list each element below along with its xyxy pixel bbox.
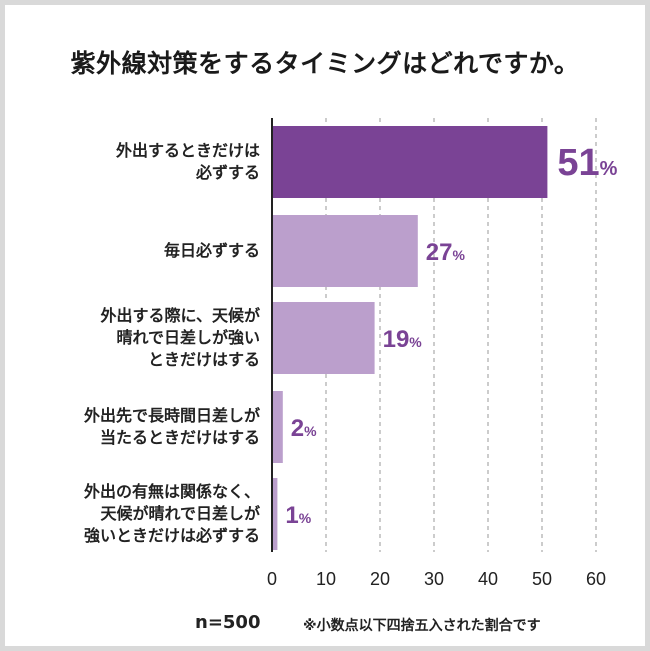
bar-value-label: 2% (291, 415, 317, 442)
category-label: 外出するときだけは必ずする (20, 140, 260, 184)
category-label-line: 晴れで日差しが強い (116, 328, 260, 347)
percent-unit: % (304, 423, 317, 439)
percent-unit: % (409, 334, 422, 350)
x-tick-label: 60 (586, 569, 606, 589)
x-tick-label: 30 (424, 569, 444, 589)
sample-size: n=500 (195, 612, 261, 633)
bar (272, 478, 278, 550)
category-label-line: 天候が晴れで日差しが (100, 504, 260, 523)
category-label-line: 外出の有無は関係なく、 (83, 482, 260, 501)
category-label: 外出先で長時間日差しが当たるときだけはする (20, 405, 260, 449)
x-tick-label: 40 (478, 569, 498, 589)
bar-value-label: 1% (285, 502, 311, 529)
category-label-line: 強いときだけは必ずする (83, 526, 260, 545)
x-tick-label: 0 (267, 569, 277, 589)
chart-title: 紫外線対策をするタイミングはどれですか。 (70, 49, 580, 78)
bar (272, 215, 418, 287)
category-label-line: ときだけはする (147, 350, 260, 369)
category-label-line: 外出するときだけは (115, 141, 260, 160)
category-label: 毎日必ずする (20, 240, 260, 262)
category-label: 外出の有無は関係なく、天候が晴れで日差しが強いときだけは必ずする (20, 481, 260, 547)
x-tick-label: 10 (316, 569, 336, 589)
category-label-line: 必ずする (195, 163, 260, 182)
category-label-line: 外出する際に、天候が (100, 306, 260, 325)
category-label-line: 毎日必ずする (163, 241, 260, 260)
percent-unit: % (600, 158, 618, 180)
x-tick-label: 20 (370, 569, 390, 589)
percent-unit: % (299, 510, 312, 526)
percent-unit: % (453, 247, 466, 263)
category-label: 外出する際に、天候が晴れで日差しが強いときだけはする (20, 305, 260, 371)
bar (272, 391, 283, 463)
bar (272, 302, 375, 374)
bar-value-label: 19% (383, 326, 423, 353)
bar-value-label: 27% (426, 239, 466, 266)
bar-value-label: 51% (557, 142, 617, 184)
rounding-note: ※小数点以下四捨五入された割合です (303, 618, 541, 634)
category-label-line: 外出先で長時間日差しが (83, 406, 260, 425)
bar (272, 126, 548, 198)
category-label-line: 当たるときだけはする (99, 428, 260, 447)
x-tick-label: 50 (532, 569, 552, 589)
